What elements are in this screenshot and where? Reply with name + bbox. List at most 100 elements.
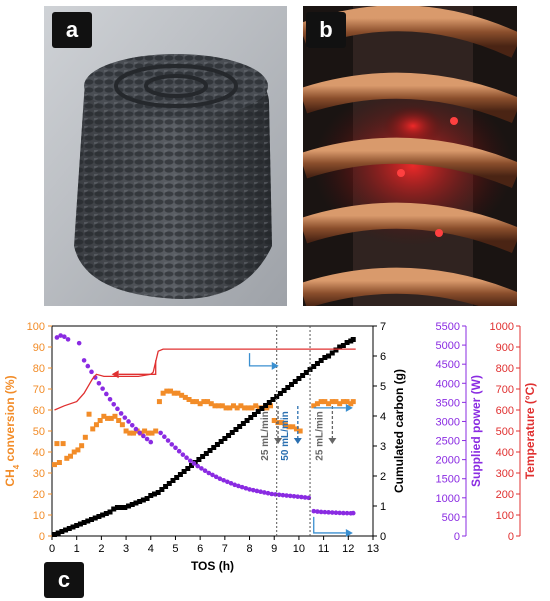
series-carbon-point xyxy=(66,526,72,531)
ch4-tick-label: 80 xyxy=(33,363,45,375)
series-power-point xyxy=(81,358,87,363)
power-tick-label: 4000 xyxy=(436,378,460,390)
series-carbon-point xyxy=(81,520,87,525)
series-ch4-point xyxy=(286,424,292,430)
series-power-point xyxy=(158,430,163,436)
temperature-tick-label: 600 xyxy=(496,405,514,417)
series-carbon-point xyxy=(70,524,76,530)
series-ch4-point xyxy=(68,453,74,459)
x-tick-label: 2 xyxy=(98,543,104,555)
series-carbon-point xyxy=(233,427,239,432)
series-power-point xyxy=(187,458,193,464)
series-ch4-point xyxy=(350,399,356,405)
series-power-point xyxy=(165,438,171,443)
series-carbon-point xyxy=(148,493,154,498)
series-power-point xyxy=(111,401,117,407)
series-ch4-point xyxy=(279,420,285,426)
series-ch4-point xyxy=(318,399,324,405)
series-power-point xyxy=(217,476,223,482)
series-carbon-point xyxy=(151,491,157,497)
series-carbon-point xyxy=(126,503,132,509)
series-ch4-point xyxy=(253,403,259,409)
panel-label-c: c xyxy=(44,562,84,598)
series-ch4-point xyxy=(105,415,111,421)
ch4-tick-label: 50 xyxy=(33,426,45,438)
power-tick-label: 5500 xyxy=(436,321,460,333)
series-ch4-point xyxy=(333,399,339,405)
series-ch4-point xyxy=(326,401,332,407)
series-power-point xyxy=(54,335,60,340)
series-power-point xyxy=(341,510,346,516)
x-tick-label: 0 xyxy=(49,543,55,555)
series-carbon-point xyxy=(292,379,298,384)
series-carbon-point xyxy=(107,509,113,515)
series-carbon-point xyxy=(181,469,187,474)
series-carbon-point xyxy=(329,350,335,356)
series-carbon-point xyxy=(222,436,228,441)
carbon-tick-label: 4 xyxy=(380,411,386,423)
series-ch4-point xyxy=(340,399,346,405)
series-ch4-point xyxy=(123,428,129,434)
series-carbon-point xyxy=(63,527,69,533)
series-ch4-point xyxy=(238,403,244,409)
series-power-point xyxy=(65,337,71,342)
series-power-point xyxy=(76,340,82,346)
series-ch4-point xyxy=(208,401,214,407)
series-ch4-point xyxy=(90,426,96,432)
right-pointer-arrow-2-head xyxy=(345,403,353,412)
series-carbon-point xyxy=(266,400,272,405)
panel-label-b: b xyxy=(306,12,346,48)
right-pointer-arrow-3-head xyxy=(345,528,353,537)
series-ch4-point xyxy=(164,388,170,394)
series-carbon-point xyxy=(251,412,257,417)
series-power-point xyxy=(199,466,204,471)
series-ch4-point xyxy=(337,401,343,407)
series-power-point xyxy=(243,485,249,491)
series-power-point xyxy=(311,508,317,514)
series-carbon-point xyxy=(118,505,124,510)
carbon-tick-label: 1 xyxy=(380,501,386,513)
series-ch4-point xyxy=(179,392,185,398)
series-carbon-point xyxy=(103,511,109,516)
series-carbon-point xyxy=(340,343,346,348)
series-power-point xyxy=(276,492,282,498)
series-power-point xyxy=(318,509,324,515)
series-power-point xyxy=(137,430,142,436)
series-carbon-point xyxy=(248,415,254,420)
series-carbon-point xyxy=(174,475,180,480)
series-power-point xyxy=(265,490,271,496)
series-ch4-point xyxy=(245,405,251,411)
series-carbon-point xyxy=(307,367,313,372)
ch4-tick-label: 0 xyxy=(39,531,45,543)
series-carbon-point xyxy=(281,388,287,393)
carbon-axis-label: Cumulated carbon (g) xyxy=(392,369,406,493)
series-power-point xyxy=(262,490,267,495)
series-power-point xyxy=(118,411,124,416)
series-power-point xyxy=(315,509,320,514)
series-ch4-point xyxy=(344,399,350,405)
series-carbon-point xyxy=(350,337,356,342)
temperature-tick-label: 100 xyxy=(496,510,514,522)
series-power-point xyxy=(148,439,154,445)
series-power-point xyxy=(254,488,260,494)
temperature-tick-label: 900 xyxy=(496,342,514,354)
ch4-tick-label: 10 xyxy=(33,510,45,522)
series-ch4-point xyxy=(56,460,62,465)
series-power-point xyxy=(191,461,197,466)
series-power-point xyxy=(206,470,212,476)
series-ch4-point xyxy=(175,390,181,396)
power-tick-label: 1000 xyxy=(436,493,460,505)
series-ch4-point xyxy=(205,399,211,405)
series-power-point xyxy=(337,510,342,516)
series-carbon-point xyxy=(322,355,328,360)
flow-arrow-head xyxy=(293,438,302,444)
series-power-point xyxy=(126,419,131,424)
series-ch4-point xyxy=(219,403,225,409)
power-tick-label: 500 xyxy=(442,512,460,524)
series-carbon-point xyxy=(296,376,302,381)
series-carbon-point xyxy=(211,445,217,450)
series-power-point xyxy=(291,493,297,499)
series-carbon-point xyxy=(196,457,202,462)
series-ch4-point xyxy=(168,388,174,394)
